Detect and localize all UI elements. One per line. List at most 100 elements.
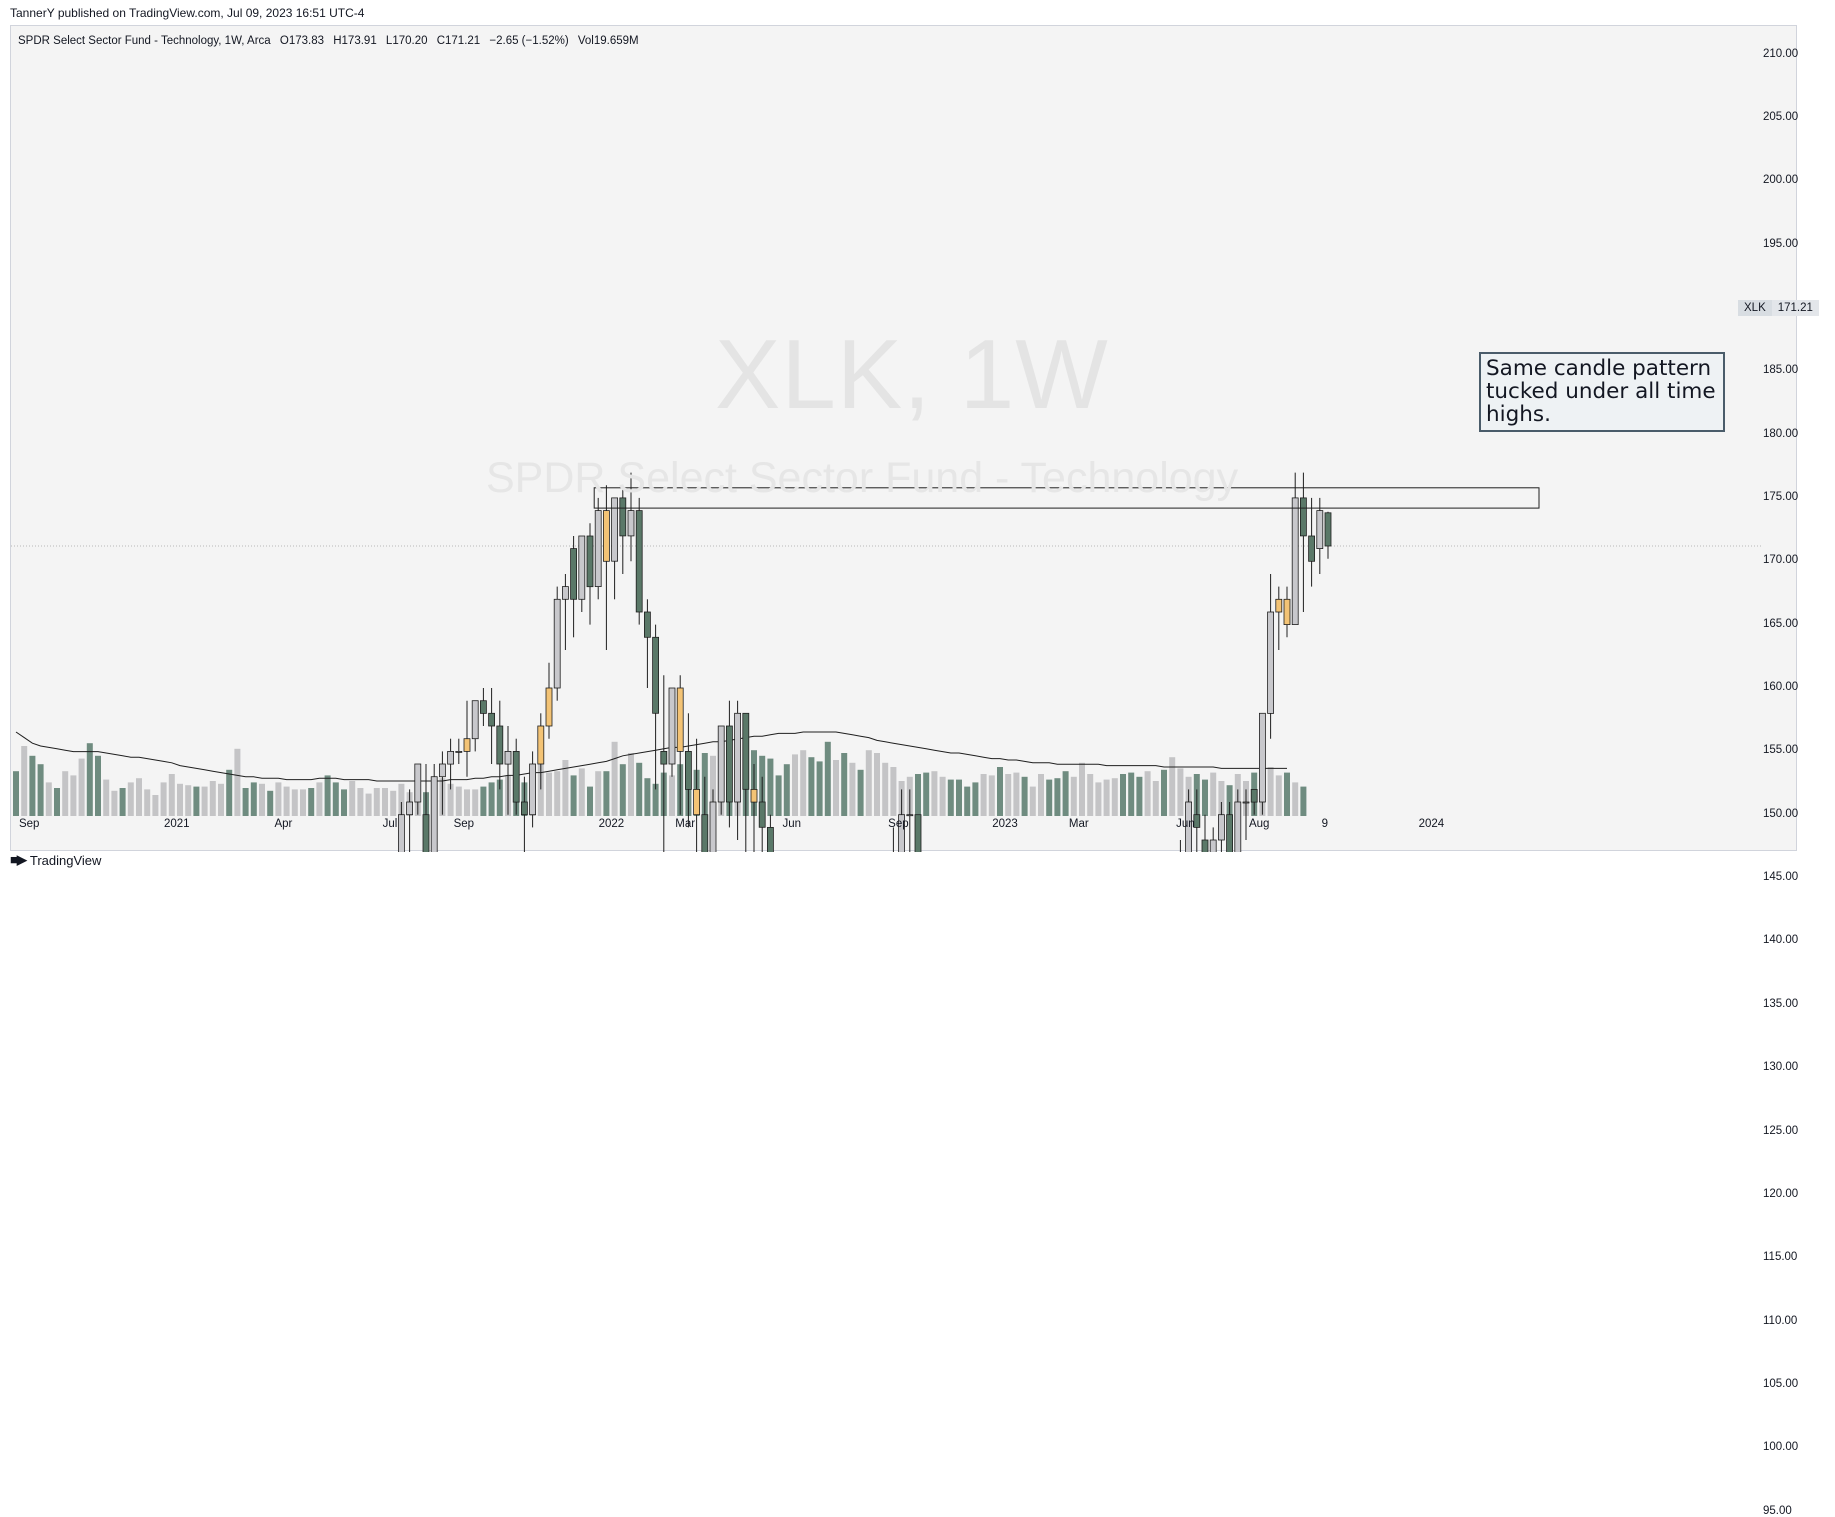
candle[interactable] [504,726,512,815]
candle[interactable] [758,776,766,852]
candle[interactable] [1177,840,1183,852]
candle[interactable] [545,662,553,739]
candle[interactable] [455,738,463,764]
candle[interactable] [463,700,471,777]
candle[interactable] [1324,511,1332,559]
candle[interactable] [1308,497,1315,587]
legend-description[interactable]: SPDR Select Sector Fund - Technology, 1W… [18,35,271,47]
candle[interactable] [553,586,561,701]
candle[interactable] [676,675,684,815]
candle-body [685,751,692,790]
candle[interactable] [1291,472,1299,625]
candle-body [520,801,528,816]
chart-pane[interactable] [10,25,1798,852]
candle[interactable] [635,497,643,625]
volume-bar [595,771,602,816]
candle-body [644,611,651,638]
candle[interactable] [447,738,455,790]
candle[interactable] [619,485,627,574]
candle[interactable] [652,624,659,790]
volume-bar [1267,767,1274,816]
time-axis-label: Mar [1068,818,1089,830]
chart-canvas[interactable] [11,26,1798,852]
volume-bar [915,774,921,816]
candle[interactable] [1242,789,1250,840]
candle[interactable] [479,688,487,726]
candle[interactable] [767,814,774,852]
volume-bar [808,757,815,816]
candle[interactable] [1226,802,1233,852]
price-axis-label: 155.00 [1763,744,1799,757]
candle-body [726,725,733,803]
candles[interactable] [13,472,1332,852]
candle[interactable] [717,725,725,815]
candle-body [414,763,422,803]
candle-body [635,510,643,613]
candle-body [496,725,504,765]
candle[interactable] [644,599,651,688]
candle[interactable] [914,814,922,852]
candle[interactable] [438,751,446,815]
candle[interactable] [1185,789,1192,852]
candle[interactable] [488,688,496,764]
candle[interactable] [898,789,905,852]
candle[interactable] [668,687,676,777]
candle[interactable] [709,789,717,852]
volume-bar [136,778,142,816]
volume-bar [1111,778,1118,816]
candle-body [570,548,577,600]
candle[interactable] [496,700,504,790]
candle[interactable] [1316,497,1324,574]
candle[interactable] [414,763,422,815]
time-axis-label: Mar [675,818,696,830]
candle[interactable] [750,764,758,852]
candle[interactable] [1218,802,1225,852]
candle[interactable] [603,485,610,650]
candle[interactable] [570,536,577,638]
candle[interactable] [906,789,914,852]
candle[interactable] [537,713,545,790]
legend-low: L170.20 [385,35,428,47]
candle[interactable] [1250,789,1258,815]
candle[interactable] [430,764,438,852]
candle[interactable] [685,713,692,828]
candle[interactable] [890,827,896,852]
candle[interactable] [1300,472,1307,612]
candle[interactable] [1193,789,1201,852]
symbol-legend[interactable]: SPDR Select Sector Fund - Technology, 1W… [18,35,645,47]
candle[interactable] [512,738,520,815]
candle[interactable] [693,738,700,852]
candle[interactable] [1275,586,1283,650]
candle[interactable] [734,700,741,840]
candle[interactable] [520,776,528,852]
candle[interactable] [1209,827,1217,852]
candle[interactable] [586,523,594,625]
resistance-zone-rectangle[interactable] [593,487,1540,509]
candle[interactable] [422,764,430,852]
candle[interactable] [578,535,586,612]
text-annotation[interactable]: Same candle pattern tucked under all tim… [1479,352,1725,432]
candle-body [1283,598,1291,625]
candle[interactable] [397,802,405,852]
tradingview-brand[interactable]: ■▶ TradingView [10,852,101,868]
candle[interactable] [1267,574,1274,739]
price-tag-symbol: XLK [1738,300,1772,316]
candle[interactable] [611,497,618,600]
candle[interactable] [529,751,536,828]
candle[interactable] [1259,712,1266,815]
candle[interactable] [1201,814,1209,852]
candle[interactable] [701,776,709,852]
volume-bar [824,741,831,816]
candle[interactable] [742,712,750,852]
candle[interactable] [562,574,569,650]
candle[interactable] [471,700,479,752]
candle-body [1259,712,1266,803]
candle[interactable] [726,700,733,828]
candle[interactable] [406,789,414,852]
candle[interactable] [660,675,668,852]
volume-bar [939,776,946,816]
candle[interactable] [1283,586,1291,638]
candle[interactable] [1234,789,1242,852]
candle[interactable] [594,497,602,600]
candle-body [1324,512,1332,547]
